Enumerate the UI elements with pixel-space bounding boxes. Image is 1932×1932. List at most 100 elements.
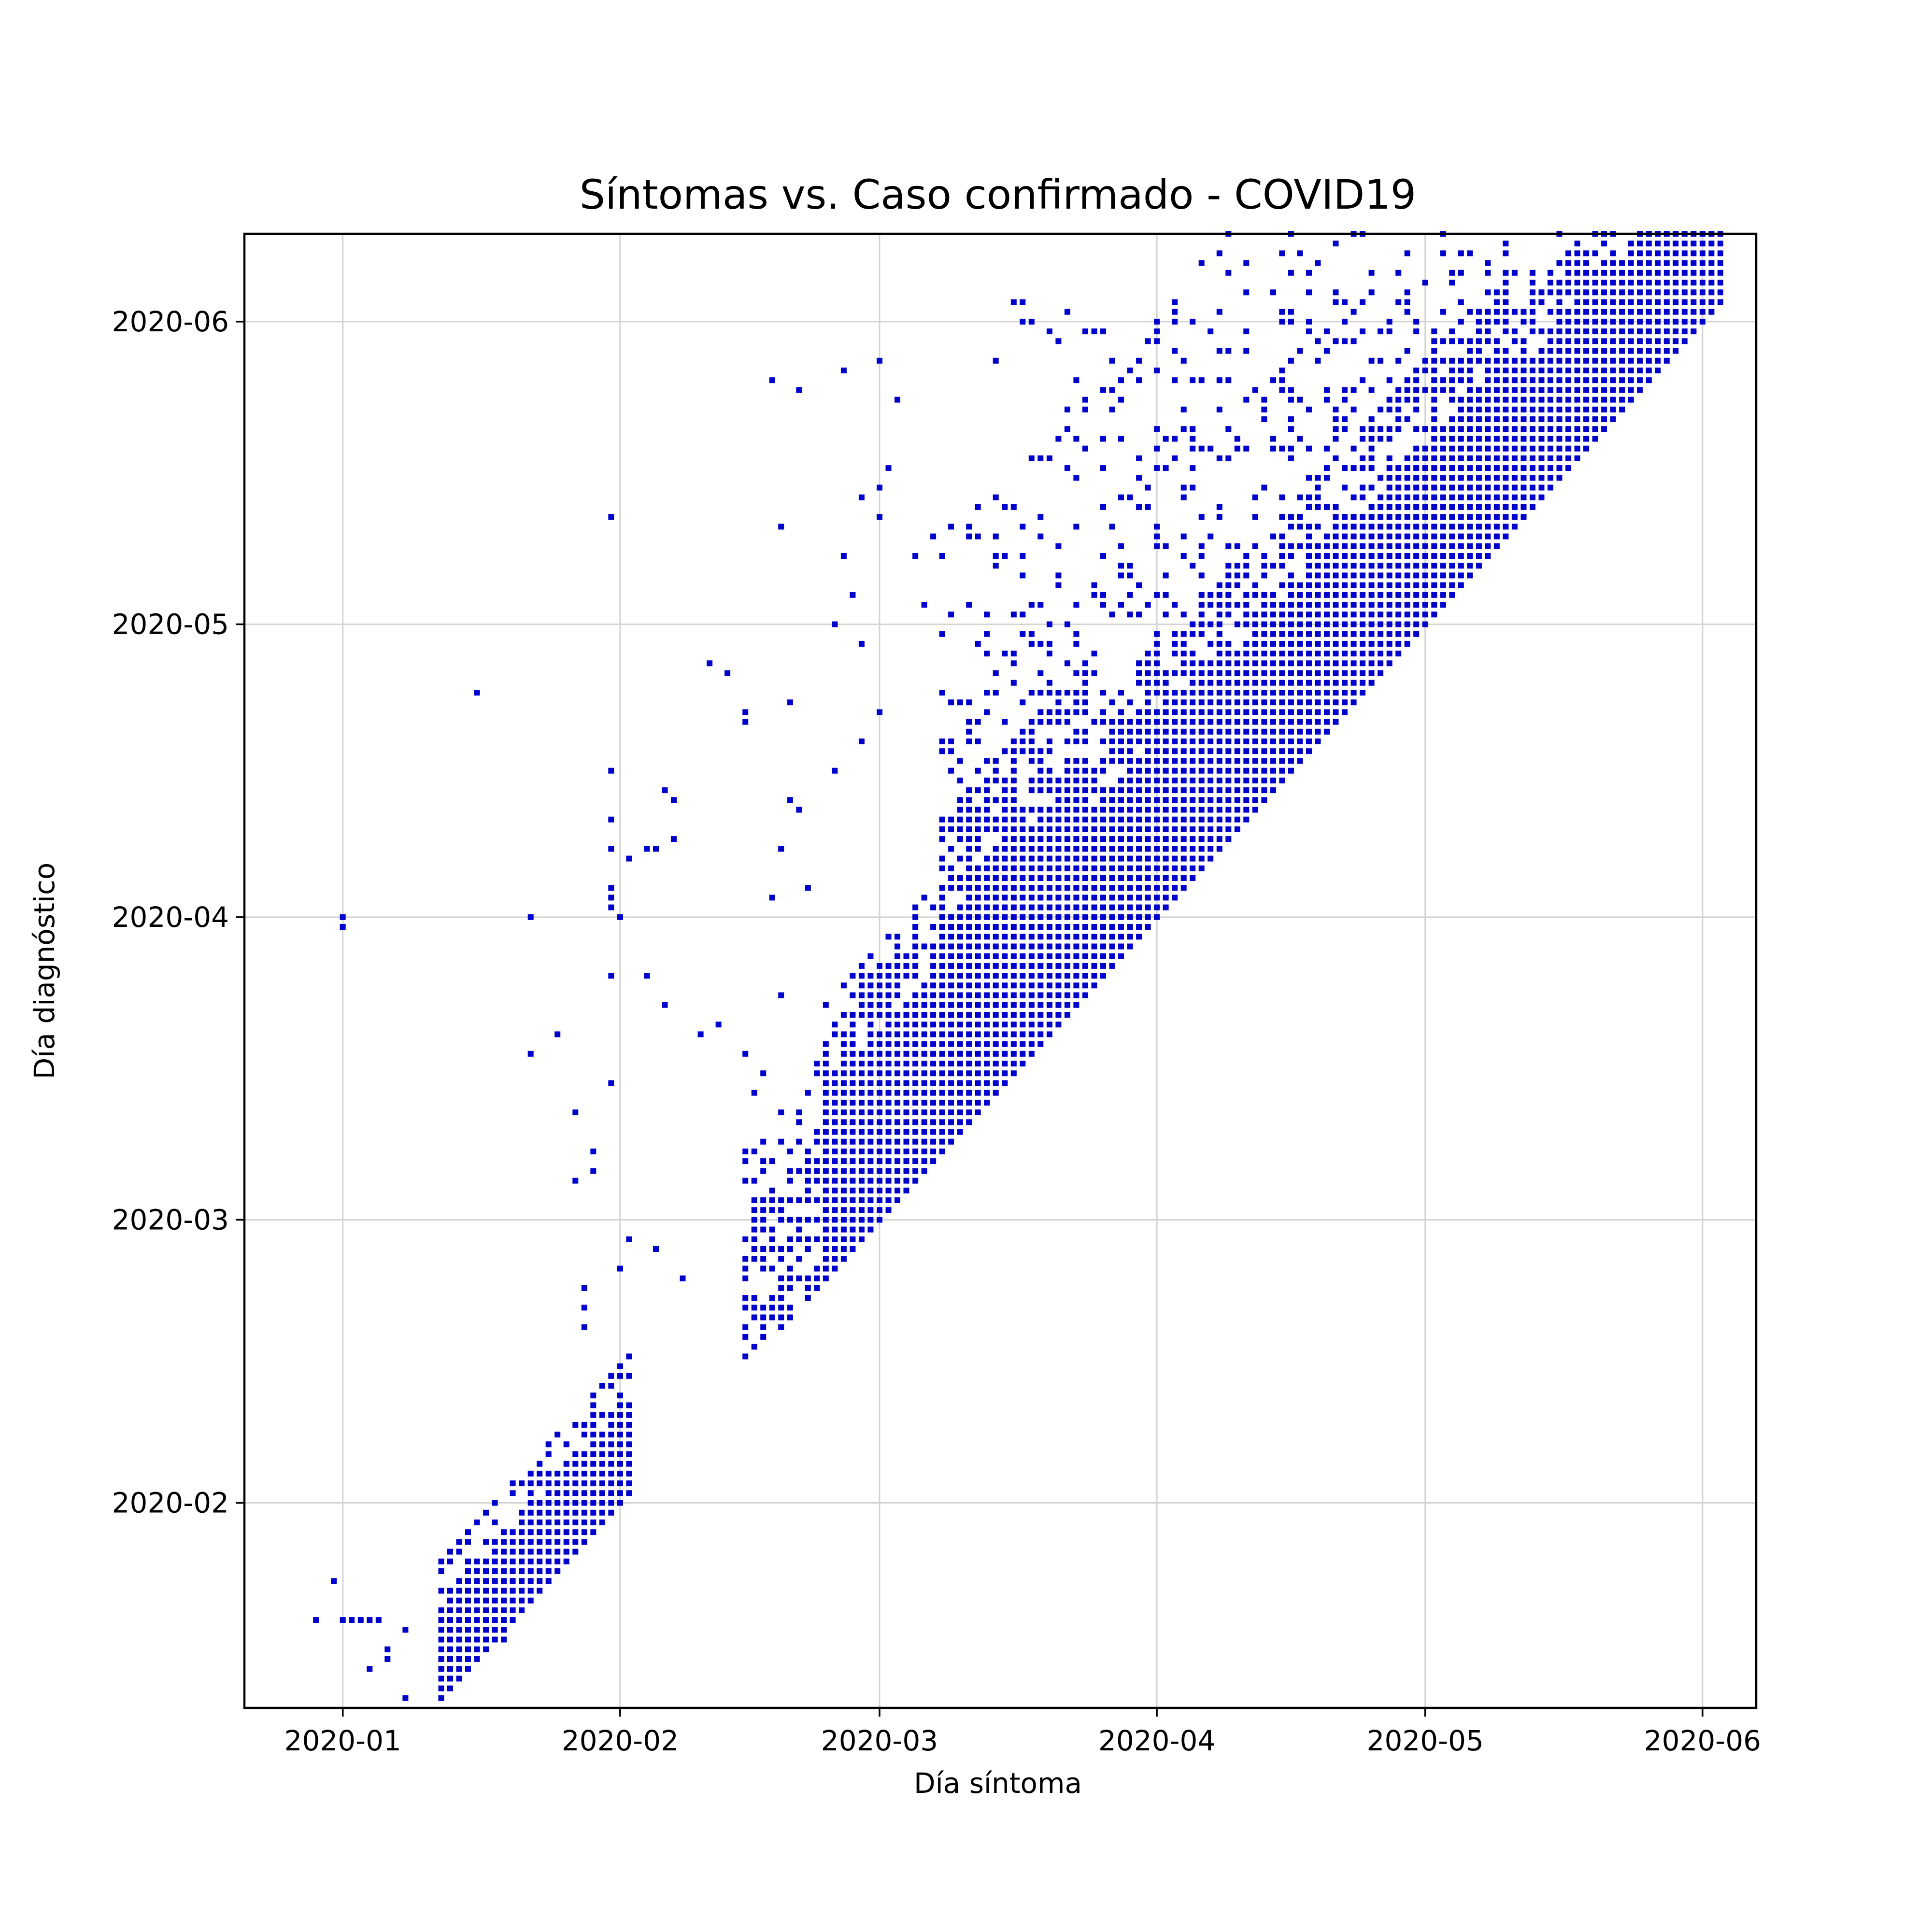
data-point	[1673, 260, 1679, 266]
data-point	[993, 777, 999, 783]
data-point	[1565, 397, 1572, 403]
data-point	[1511, 368, 1518, 373]
data-point	[1127, 719, 1133, 725]
data-point	[1404, 377, 1410, 384]
data-point	[1422, 582, 1428, 588]
data-point	[1601, 260, 1607, 266]
data-point	[1020, 553, 1026, 559]
data-point	[1180, 631, 1187, 637]
data-point	[1440, 553, 1446, 559]
data-point	[939, 1041, 945, 1047]
data-point	[1360, 611, 1366, 618]
data-point	[867, 1002, 874, 1008]
data-point	[1511, 426, 1518, 432]
data-point	[1208, 767, 1214, 774]
data-point	[1368, 572, 1375, 579]
data-point	[966, 943, 972, 950]
data-point	[1154, 826, 1160, 832]
data-point	[1198, 816, 1205, 823]
data-point	[921, 1119, 927, 1125]
data-point	[1225, 709, 1232, 715]
data-point	[966, 855, 972, 862]
data-point	[1028, 739, 1035, 744]
data-point	[1225, 592, 1232, 598]
data-point	[885, 934, 892, 940]
data-point	[832, 1090, 838, 1096]
data-point	[948, 963, 954, 969]
data-point	[438, 1666, 444, 1672]
data-point	[1395, 553, 1402, 559]
data-point	[1145, 748, 1151, 754]
data-point	[1055, 992, 1062, 998]
data-point	[1288, 445, 1294, 452]
data-point	[456, 1539, 462, 1545]
data-point	[1010, 885, 1017, 891]
data-point	[939, 690, 945, 696]
data-point	[1163, 846, 1169, 852]
data-point	[1145, 739, 1151, 744]
data-point	[840, 368, 847, 373]
data-point	[1574, 241, 1580, 247]
data-point	[1386, 563, 1392, 569]
data-point	[921, 895, 927, 901]
data-point	[895, 953, 900, 959]
data-point	[1198, 602, 1205, 608]
data-point	[939, 885, 945, 891]
data-point	[1243, 397, 1250, 403]
data-point	[1404, 514, 1410, 520]
data-point	[939, 1109, 945, 1116]
data-point	[858, 1138, 865, 1145]
data-point	[1234, 699, 1240, 706]
data-point	[885, 1041, 892, 1047]
data-point	[796, 807, 802, 813]
data-point	[1010, 846, 1017, 852]
data-point	[581, 1451, 587, 1457]
data-point	[1154, 670, 1160, 676]
data-point	[877, 1109, 882, 1116]
data-point	[1556, 475, 1563, 481]
data-point	[1028, 1002, 1035, 1008]
data-point	[1037, 640, 1044, 647]
data-point	[545, 1480, 552, 1487]
data-point	[563, 1520, 569, 1525]
data-point	[840, 553, 847, 559]
data-point	[599, 1461, 605, 1467]
data-point	[474, 1578, 480, 1584]
data-point	[1574, 406, 1580, 412]
data-point	[1208, 719, 1214, 725]
data-point	[1565, 348, 1572, 354]
data-point	[1020, 631, 1026, 637]
data-point	[456, 1666, 462, 1672]
data-point	[1109, 826, 1115, 832]
data-point	[1198, 836, 1205, 842]
data-point	[1592, 387, 1598, 393]
data-point	[1530, 465, 1535, 471]
data-point	[1109, 836, 1115, 842]
data-point	[840, 1012, 847, 1018]
data-point	[1431, 357, 1437, 364]
data-point	[590, 1441, 597, 1448]
data-point	[1208, 592, 1214, 598]
data-point	[519, 1568, 525, 1574]
data-point	[1413, 406, 1420, 412]
data-point	[1583, 299, 1590, 305]
data-point	[1350, 602, 1357, 608]
data-point	[796, 1217, 802, 1223]
data-point	[590, 1148, 597, 1154]
data-point	[1082, 904, 1088, 910]
data-point	[1288, 690, 1294, 696]
data-point	[1324, 611, 1330, 618]
data-point	[599, 1412, 605, 1418]
data-point	[1234, 797, 1240, 803]
data-point	[1216, 728, 1222, 735]
data-point	[527, 1490, 534, 1496]
data-point	[787, 1305, 793, 1311]
data-point	[581, 1461, 587, 1467]
data-point	[554, 1529, 561, 1535]
data-point	[939, 748, 945, 754]
data-point	[939, 1031, 945, 1037]
data-point	[1288, 739, 1294, 744]
data-point	[1395, 494, 1402, 500]
data-point	[930, 963, 937, 969]
